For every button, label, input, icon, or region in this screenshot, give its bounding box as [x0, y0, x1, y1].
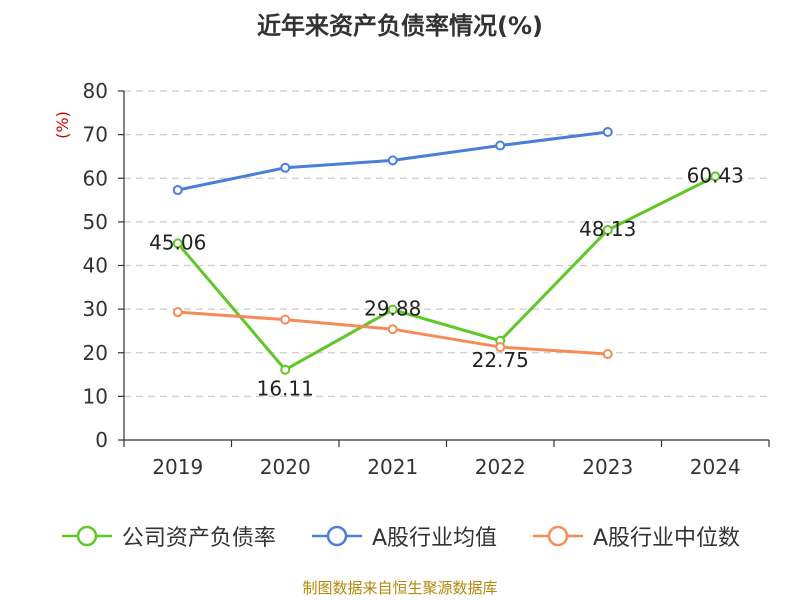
- y-tick-label: 70: [83, 123, 108, 147]
- legend-item-company[interactable]: 公司资产负债率: [60, 520, 276, 552]
- x-tick-label: 2019: [152, 455, 203, 479]
- data-label: 16.11: [257, 377, 314, 401]
- x-tick-label: 2022: [475, 455, 526, 479]
- data-point: [174, 186, 182, 194]
- data-label: 45.06: [149, 230, 206, 254]
- legend-label: A股行业均值: [372, 520, 497, 552]
- legend-item-industry-mean[interactable]: A股行业均值: [310, 520, 497, 552]
- data-label: 29.88: [364, 297, 421, 321]
- series-layer: [174, 128, 720, 374]
- data-point: [496, 142, 504, 150]
- label-layer: 45.06 16.11 29.88 22.75 48.13 60.43: [149, 163, 744, 400]
- y-tick-label: 60: [83, 166, 108, 190]
- x-tick-label: 2023: [582, 455, 633, 479]
- legend-label: A股行业中位数: [593, 520, 740, 552]
- data-label: 48.13: [579, 217, 636, 241]
- x-tick-label: 2020: [260, 455, 311, 479]
- x-tick-label: 2024: [690, 455, 741, 479]
- legend-label: 公司资产负债率: [122, 520, 276, 552]
- data-point: [389, 325, 397, 333]
- data-point: [604, 350, 612, 358]
- axis-layer: 0 10 20 30 40 50 60 70 80 2019 2020 2021 2022 2023 202…: [83, 79, 769, 479]
- legend-marker-icon: [60, 521, 114, 551]
- legend-marker-icon: [310, 521, 364, 551]
- y-axis-label: (%): [53, 111, 72, 139]
- y-tick-label: 50: [83, 210, 108, 234]
- y-tick-label: 20: [83, 341, 108, 365]
- source-note: 制图数据来自恒生聚源数据库: [0, 577, 800, 598]
- x-tick-label: 2021: [367, 455, 418, 479]
- series-line-0: [178, 176, 716, 369]
- legend-item-industry-median[interactable]: A股行业中位数: [531, 520, 740, 552]
- data-point: [389, 156, 397, 164]
- data-point: [604, 128, 612, 136]
- y-tick-label: 80: [83, 79, 108, 103]
- grid-layer: [124, 91, 769, 396]
- y-tick-label: 30: [83, 297, 108, 321]
- data-point: [281, 164, 289, 172]
- data-point: [281, 366, 289, 374]
- legend: 公司资产负债率 A股行业均值 A股行业中位数: [0, 520, 800, 552]
- data-point: [281, 316, 289, 324]
- data-label: 22.75: [472, 348, 529, 372]
- y-tick-label: 40: [83, 254, 108, 278]
- y-tick-label: 10: [83, 384, 108, 408]
- data-label: 60.43: [687, 163, 744, 187]
- y-tick-label: 0: [95, 428, 108, 452]
- data-point: [174, 308, 182, 316]
- legend-marker-icon: [531, 521, 585, 551]
